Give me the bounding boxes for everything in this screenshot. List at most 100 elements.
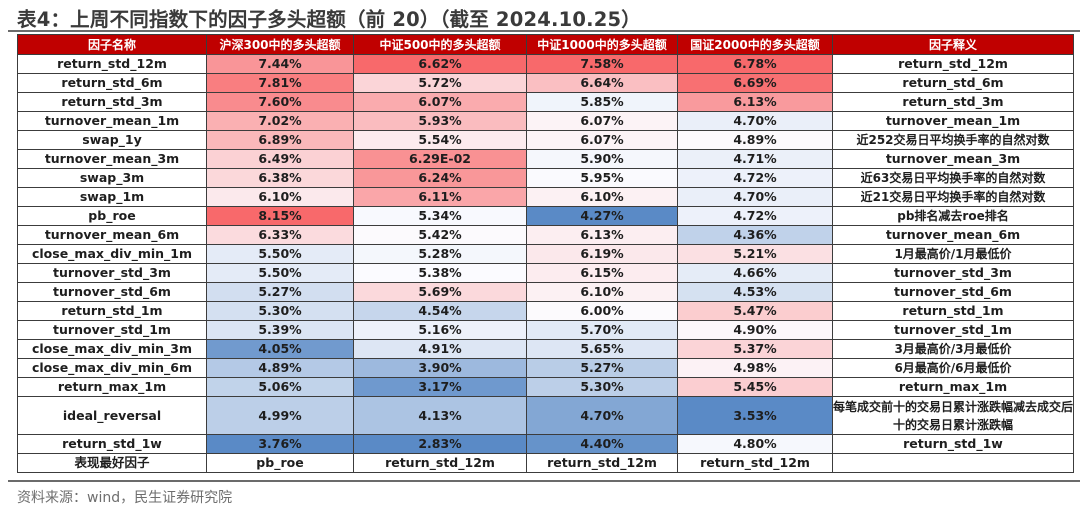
factor-name-cell: return_std_6m [17,73,207,93]
bottom-divider [8,480,1080,482]
hs300-excess-cell: 6.89% [206,130,354,150]
gz2000-excess-cell: 5.47% [677,301,833,321]
gz2000-excess-cell: 4.70% [677,187,833,207]
factor-name-cell: turnover_mean_1m [17,111,207,131]
factor-desc-cell: return_std_3m [832,92,1074,112]
hs300-excess-cell: 5.06% [206,377,354,397]
hs300-excess-cell: 6.10% [206,187,354,207]
table-row: turnover_mean_6m 6.33% 5.42% 6.13% 4.36% turn… [17,225,1074,245]
factor-desc-cell: 近252交易日平均换手率的自然对数 [832,130,1074,150]
table-body: return_std_12m 7.44% 6.62% 7.58% 6.78% return… [17,54,1074,473]
header-zz500: 中证500中的多头超额 [353,34,527,55]
zz1000-excess-cell: 6.13% [526,225,678,245]
factor-desc-cell: 近21交易日平均换手率的自然对数 [832,187,1074,207]
zz1000-excess-cell: 4.40% [526,434,678,454]
table-row: return_std_1w 3.76% 2.83% 4.40% 4.80% return_… [17,434,1074,454]
hs300-excess-cell: 4.89% [206,358,354,378]
factor-desc-cell: turnover_std_3m [832,263,1074,283]
table-row: turnover_std_6m 5.27% 5.69% 6.10% 4.53% turno… [17,282,1074,302]
factor-desc-cell: turnover_std_1m [832,320,1074,340]
gz2000-excess-cell: 4.90% [677,320,833,340]
header-gz2000: 国证2000中的多头超额 [677,34,833,55]
zz1000-excess-cell: 6.10% [526,282,678,302]
factor-name-cell: turnover_std_6m [17,282,207,302]
factor-name-cell: return_std_12m [17,54,207,74]
gz2000-excess-cell: 6.78% [677,54,833,74]
zz1000-excess-cell: 6.15% [526,263,678,283]
gz2000-excess-cell: 4.98% [677,358,833,378]
zz500-excess-cell: 5.38% [353,263,527,283]
factor-desc-cell: return_std_12m [832,54,1074,74]
factor-name-cell: ideal_reversal [17,396,207,435]
zz500-excess-cell: 6.24% [353,168,527,188]
hs300-excess-cell: 4.05% [206,339,354,359]
gz2000-excess-cell: 6.69% [677,73,833,93]
zz1000-excess-cell: 6.19% [526,244,678,264]
factor-desc-cell: return_std_6m [832,73,1074,93]
header-factor-desc: 因子释义 [832,34,1074,55]
zz500-excess-cell: 4.13% [353,396,527,435]
zz500-excess-cell: 5.16% [353,320,527,340]
factor-desc-cell: 6月最高价/6月最低价 [832,358,1074,378]
table-row: turnover_mean_1m 7.02% 5.93% 6.07% 4.70% turn… [17,111,1074,131]
factor-desc-cell: turnover_mean_6m [832,225,1074,245]
table-row: swap_1y 6.89% 5.54% 6.07% 4.89% 近252交易日平均换手率的… [17,130,1074,150]
factor-desc-cell: 1月最高价/1月最低价 [832,244,1074,264]
table-row: return_std_1m 5.30% 4.54% 6.00% 5.47% return_… [17,301,1074,321]
gz2000-excess-cell: 4.72% [677,206,833,226]
factor-name-cell: turnover_std_3m [17,263,207,283]
title-divider [8,30,1080,32]
factor-desc-cell: 每笔成交前十的交易日累计涨跌幅减去成交后十的交易日累计涨跌幅 [832,396,1074,435]
table-row: turnover_std_1m 5.39% 5.16% 5.70% 4.90% turno… [17,320,1074,340]
zz1000-excess-cell: 5.70% [526,320,678,340]
zz1000-excess-cell: 6.07% [526,130,678,150]
zz1000-excess-cell: 5.30% [526,377,678,397]
gz2000-excess-cell: 5.21% [677,244,833,264]
gz2000-excess-cell: 4.66% [677,263,833,283]
zz500-excess-cell: 2.83% [353,434,527,454]
hs300-excess-cell: 7.44% [206,54,354,74]
zz1000-excess-cell: 5.27% [526,358,678,378]
table-row: swap_1m 6.10% 6.11% 6.10% 4.70% 近21交易日平均换手率的自… [17,187,1074,207]
best-hs300: pb_roe [206,453,354,473]
table-row: return_std_6m 7.81% 5.72% 6.64% 6.69% return_… [17,73,1074,93]
best-factor-row: 表现最好因子 pb_roe return_std_12m return_std_12m… [17,453,1074,473]
hs300-excess-cell: 6.33% [206,225,354,245]
table-row: close_max_div_min_6m 4.89% 3.90% 5.27% 4.98%… [17,358,1074,378]
factor-name-cell: return_std_1m [17,301,207,321]
table-row: pb_roe 8.15% 5.34% 4.27% 4.72% pb排名减去roe排名 [17,206,1074,226]
zz1000-excess-cell: 5.95% [526,168,678,188]
factor-name-cell: swap_1y [17,130,207,150]
zz500-excess-cell: 6.11% [353,187,527,207]
table-title: 表4：上周不同指数下的因子多头超额（前 20）（截至 2024.10.25） [17,8,641,31]
header-zz1000: 中证1000中的多头超额 [526,34,678,55]
hs300-excess-cell: 6.49% [206,149,354,169]
zz1000-excess-cell: 5.90% [526,149,678,169]
hs300-excess-cell: 3.76% [206,434,354,454]
factor-desc-cell: return_std_1m [832,301,1074,321]
gz2000-excess-cell: 3.53% [677,396,833,435]
factor-name-cell: pb_roe [17,206,207,226]
factor-desc-cell: 近63交易日平均换手率的自然对数 [832,168,1074,188]
factor-desc-cell: 3月最高价/3月最低价 [832,339,1074,359]
hs300-excess-cell: 7.81% [206,73,354,93]
zz1000-excess-cell: 5.85% [526,92,678,112]
hs300-excess-cell: 5.50% [206,263,354,283]
zz500-excess-cell: 6.07% [353,92,527,112]
factor-name-cell: close_max_div_min_3m [17,339,207,359]
gz2000-excess-cell: 4.70% [677,111,833,131]
factor-name-cell: swap_3m [17,168,207,188]
table-row: turnover_std_3m 5.50% 5.38% 6.15% 4.66% turno… [17,263,1074,283]
table-row: close_max_div_min_3m 4.05% 4.91% 5.65% 5.37%… [17,339,1074,359]
table-row: close_max_div_min_1m 5.50% 5.28% 6.19% 5.21%… [17,244,1074,264]
zz500-excess-cell: 5.42% [353,225,527,245]
zz1000-excess-cell: 4.70% [526,396,678,435]
factor-desc-cell: return_max_1m [832,377,1074,397]
zz500-excess-cell: 6.29E-02 [353,149,527,169]
factor-name-cell: turnover_mean_6m [17,225,207,245]
gz2000-excess-cell: 5.37% [677,339,833,359]
zz500-excess-cell: 5.69% [353,282,527,302]
gz2000-excess-cell: 4.89% [677,130,833,150]
factor-name-cell: return_max_1m [17,377,207,397]
factor-desc-cell: turnover_mean_1m [832,111,1074,131]
